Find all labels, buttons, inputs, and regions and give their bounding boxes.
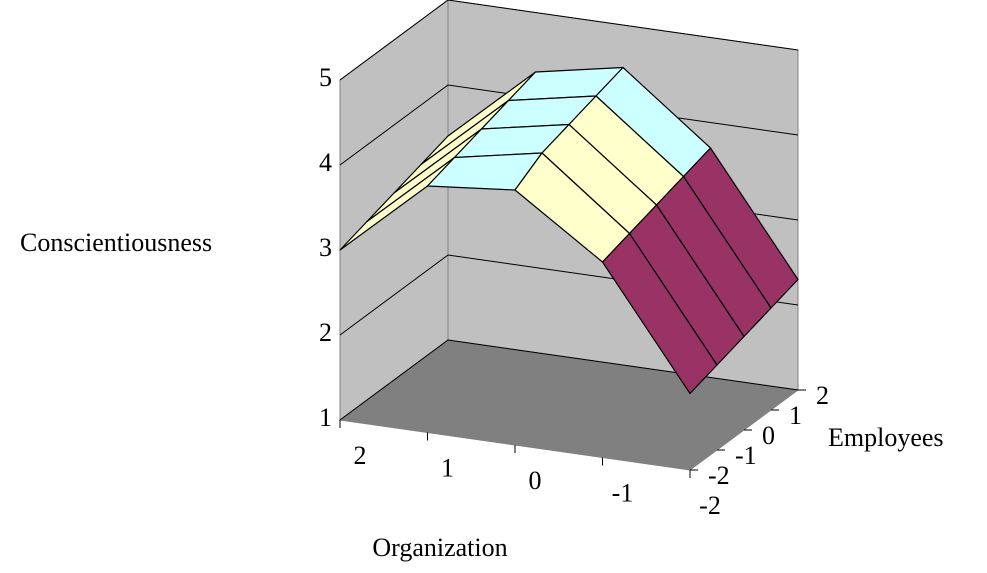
z-axis-label: Conscientiousness bbox=[20, 228, 212, 257]
x-tick-label: -1 bbox=[612, 478, 634, 507]
x-tick-label: 1 bbox=[441, 453, 454, 482]
z-tick-label: 1 bbox=[319, 403, 332, 432]
grid-line bbox=[339, 84, 799, 166]
x-tick-label: -2 bbox=[699, 491, 721, 520]
y-axis-label: Employees bbox=[828, 423, 944, 452]
y-tick-label: 1 bbox=[789, 401, 802, 430]
y-tick-label: 0 bbox=[762, 421, 775, 450]
x-axis-label: Organization bbox=[372, 533, 507, 562]
z-tick-label: 3 bbox=[319, 233, 332, 262]
grid-line bbox=[339, 0, 799, 81]
x-tick-label: 0 bbox=[529, 466, 542, 495]
x-tick-label: 2 bbox=[354, 441, 367, 470]
z-tick-label: 5 bbox=[319, 63, 332, 92]
z-tick-label: 2 bbox=[319, 318, 332, 347]
y-tick-label: -2 bbox=[708, 461, 730, 490]
surface-cell bbox=[601, 232, 718, 395]
y-tick-label: 2 bbox=[816, 381, 829, 410]
z-tick-label: 4 bbox=[319, 148, 332, 177]
y-tick-label: -1 bbox=[735, 441, 757, 470]
